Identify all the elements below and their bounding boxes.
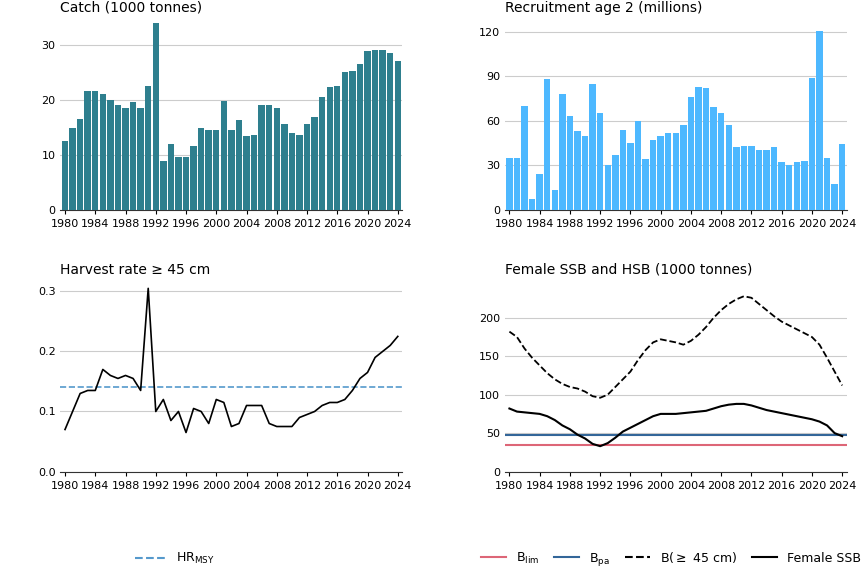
Bar (801, 161, 808, 210)
Bar (153, 23, 159, 210)
Bar (521, 106, 528, 210)
Bar (559, 94, 566, 210)
Bar (726, 125, 732, 210)
Bar (62, 141, 68, 210)
Bar (92, 92, 98, 210)
Bar (175, 157, 181, 210)
Bar (387, 53, 393, 210)
Bar (123, 108, 129, 210)
Bar (529, 199, 536, 210)
Bar (130, 103, 137, 210)
Bar (395, 61, 401, 210)
Bar (733, 147, 740, 210)
Bar (228, 130, 235, 210)
Bar (824, 158, 830, 210)
Bar (581, 135, 588, 210)
Bar (281, 124, 288, 210)
Bar (658, 135, 664, 210)
Bar (137, 108, 144, 210)
Bar (85, 92, 91, 210)
Bar (506, 158, 512, 210)
Bar (710, 108, 717, 210)
Bar (99, 94, 106, 210)
Bar (748, 146, 754, 210)
Bar (839, 145, 845, 210)
Bar (190, 146, 197, 210)
Bar (612, 155, 619, 210)
Bar (551, 190, 558, 210)
Bar (69, 128, 76, 210)
Bar (183, 157, 189, 210)
Bar (349, 71, 356, 210)
Bar (537, 174, 543, 210)
Bar (831, 184, 838, 210)
Bar (266, 105, 272, 210)
Bar (244, 137, 250, 210)
Legend: B$_\mathregular{lim}$, B$_\mathregular{pa}$, B($\geq$ 45 cm), Female SSB: B$_\mathregular{lim}$, B$_\mathregular{p… (475, 545, 864, 573)
Bar (251, 135, 257, 210)
Bar (304, 124, 310, 210)
Bar (107, 100, 113, 210)
Bar (327, 87, 333, 210)
Bar (289, 132, 295, 210)
Bar (816, 31, 823, 210)
Bar (206, 130, 212, 210)
Bar (198, 128, 205, 210)
Bar (635, 121, 641, 210)
Bar (274, 108, 280, 210)
Bar (672, 132, 679, 210)
Text: Catch (1000 tonnes): Catch (1000 tonnes) (60, 1, 202, 15)
Bar (680, 125, 687, 210)
Bar (334, 86, 340, 210)
Bar (597, 113, 603, 210)
Bar (786, 165, 792, 210)
Bar (365, 51, 371, 210)
Bar (77, 119, 83, 210)
Bar (627, 143, 633, 210)
Bar (740, 146, 747, 210)
Bar (619, 130, 626, 210)
Bar (605, 165, 611, 210)
Bar (160, 161, 167, 210)
Bar (296, 135, 302, 210)
Bar (514, 158, 520, 210)
Bar (688, 97, 694, 210)
Bar (220, 101, 227, 210)
Bar (696, 87, 702, 210)
Text: Harvest rate ≥ 45 cm: Harvest rate ≥ 45 cm (60, 263, 211, 277)
Bar (718, 113, 724, 210)
Bar (115, 105, 121, 210)
Bar (319, 97, 326, 210)
Bar (778, 162, 785, 210)
Bar (357, 64, 363, 210)
Bar (544, 79, 550, 210)
Bar (145, 86, 151, 210)
Bar (311, 118, 318, 210)
Bar (168, 143, 175, 210)
Bar (665, 132, 671, 210)
Bar (809, 78, 815, 210)
Bar (771, 147, 778, 210)
Bar (258, 105, 265, 210)
Bar (213, 130, 219, 210)
Bar (379, 50, 386, 210)
Bar (567, 116, 573, 210)
Bar (702, 88, 709, 210)
Bar (589, 84, 596, 210)
Bar (756, 150, 762, 210)
Text: Recruitment age 2 (millions): Recruitment age 2 (millions) (505, 1, 702, 15)
Bar (372, 50, 378, 210)
Bar (236, 120, 242, 210)
Bar (341, 72, 348, 210)
Bar (794, 162, 800, 210)
Bar (642, 159, 649, 210)
Text: Female SSB and HSB (1000 tonnes): Female SSB and HSB (1000 tonnes) (505, 263, 753, 277)
Bar (763, 150, 770, 210)
Bar (650, 140, 657, 210)
Bar (575, 131, 581, 210)
